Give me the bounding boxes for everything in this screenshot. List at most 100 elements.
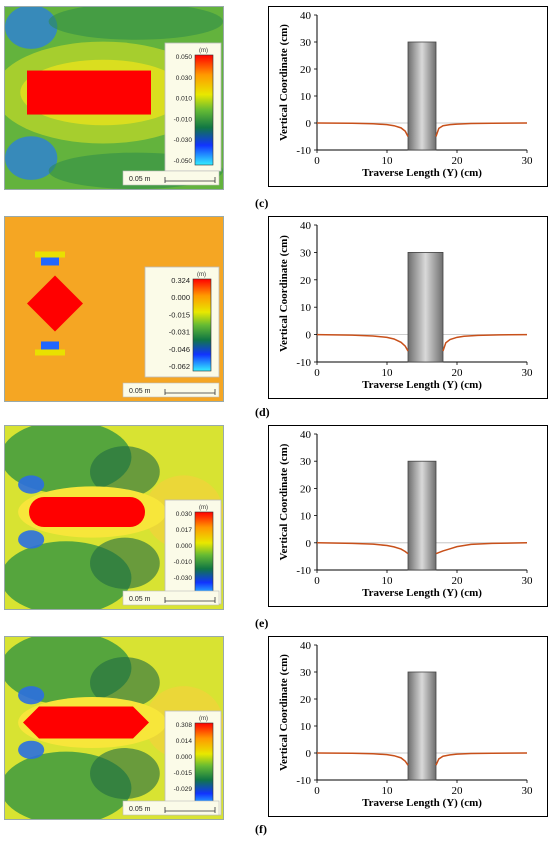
- colorbar-tick-label: 0.324: [171, 276, 190, 285]
- y-tick-label: 40: [300, 640, 312, 652]
- colorbar-tick-label: 0.017: [176, 527, 193, 534]
- scale-bar-label: 0.05 m: [129, 806, 151, 813]
- y-tick-label: 30: [300, 667, 312, 679]
- y-tick-label: 0: [306, 118, 312, 130]
- scale-bar-box: [122, 590, 220, 606]
- pier-bar: [407, 671, 437, 781]
- contour-map: (m)0.3080.0140.000-0.015-0.029-0.0440.05…: [5, 637, 223, 819]
- colorbar-unit: (m): [199, 716, 208, 722]
- colorbar-tick-label: 0.010: [176, 96, 193, 103]
- x-tick-label: 0: [314, 575, 320, 587]
- colorbar-tick-label: 0.000: [176, 543, 193, 550]
- scour-profile-line-left: [316, 333, 409, 352]
- x-tick-label: 30: [522, 785, 534, 797]
- colorbar-tick-label: 0.014: [176, 738, 193, 745]
- y-axis-label: Vertical Coordinate (cm): [278, 654, 290, 771]
- colorbar-tick-label: 0.308: [176, 722, 193, 729]
- y-tick-label: 0: [306, 538, 312, 550]
- colorbar-tick-label: 0.050: [176, 54, 193, 61]
- x-axis-label: Traverse Length (Y) (cm): [362, 797, 482, 809]
- colorbar-tick-label: -0.062: [169, 362, 190, 371]
- pier-shape-rounded: [29, 497, 145, 528]
- y-tick-label: 10: [300, 721, 312, 733]
- y-tick-label: -10: [296, 357, 311, 369]
- scale-bar-label: 0.05 m: [129, 596, 151, 603]
- pier-bar: [407, 252, 444, 363]
- y-tick-label: 0: [306, 330, 312, 342]
- scale-bar-label: 0.05 m: [129, 388, 151, 395]
- x-tick-label: 20: [452, 785, 464, 797]
- scale-bar-box: [122, 800, 220, 816]
- colorbar-tick-label: -0.010: [174, 559, 193, 566]
- colorbar-tick-label: -0.015: [169, 310, 190, 319]
- y-axis-label: Vertical Coordinate (cm): [278, 235, 290, 352]
- x-tick-label: 0: [314, 785, 320, 797]
- x-tick-label: 0: [314, 367, 320, 379]
- x-axis-label: Traverse Length (Y) (cm): [362, 379, 482, 391]
- scale-bar-box: [122, 170, 220, 186]
- x-tick-label: 0: [314, 155, 320, 167]
- x-axis-label: Traverse Length (Y) (cm): [362, 167, 482, 179]
- scour-profile-line-right: [435, 122, 528, 137]
- x-tick-label: 10: [382, 155, 394, 167]
- colorbar-tick-label: -0.050: [174, 158, 193, 165]
- scour-profile-chart: -10 0 10 20 30 40 0 10 20 30 Traverse Length (Y) (…: [268, 216, 548, 399]
- colorbar-tick-label: 0.030: [176, 75, 193, 82]
- colorbar-tick-label: -0.010: [174, 116, 193, 123]
- x-tick-label: 30: [522, 575, 534, 587]
- colorbar-tick-label: -0.031: [169, 328, 190, 337]
- y-tick-label: -10: [296, 775, 311, 787]
- x-tick-label: 20: [452, 367, 464, 379]
- y-tick-label: 20: [300, 64, 312, 76]
- y-tick-label: 20: [300, 694, 312, 706]
- scour-profile-line-right: [442, 333, 528, 352]
- contour-map: (m) 0.324 0.000 -0.015 -0.031 -0.046 -0.062 0.0…: [5, 217, 223, 401]
- x-tick-label: 30: [522, 155, 534, 167]
- scour-profile-chart: -10 0 10 20 30 40 0 10 20 30 Traverse Length (Y) (…: [268, 425, 548, 607]
- x-tick-label: 30: [522, 367, 534, 379]
- scour-profile-chart: -10 0 10 20 30 40 0 10 20 30 Traverse Length (Y) (…: [268, 6, 548, 187]
- colorbar-tick-label: -0.030: [174, 575, 193, 582]
- x-tick-label: 10: [382, 575, 394, 587]
- y-tick-label: 30: [300, 456, 312, 468]
- contour-map-panel: (m)0.3080.0140.000-0.015-0.029-0.0440.05…: [4, 636, 224, 820]
- colorbar-tick-label: 0.000: [171, 293, 190, 302]
- y-tick-label: 20: [300, 275, 312, 287]
- pier-shape-diamond: [27, 275, 83, 332]
- colorbar-unit: (m): [197, 272, 206, 278]
- scour-profile-chart: -10 0 10 20 30 40 0 10 20 30 Traverse Length (Y) (…: [268, 636, 548, 817]
- colorbar: [192, 278, 212, 372]
- y-tick-label: 20: [300, 483, 312, 495]
- panel-label: (c): [255, 196, 269, 210]
- colorbar-unit: (m): [199, 48, 208, 54]
- panel-label: (d): [255, 405, 270, 419]
- pier-shape-hexagon: [23, 706, 149, 739]
- colorbar-tick-label: -0.046: [169, 345, 190, 354]
- pier-bar: [407, 41, 437, 151]
- colorbar: [194, 511, 214, 599]
- colorbar: [194, 54, 214, 166]
- y-tick-label: 10: [300, 511, 312, 523]
- colorbar-tick-label: -0.030: [174, 137, 193, 144]
- panel-label: (f): [255, 822, 267, 836]
- y-tick-label: 10: [300, 302, 312, 314]
- scale-bar-box: [122, 382, 220, 398]
- x-tick-label: 20: [452, 155, 464, 167]
- x-tick-label: 20: [452, 575, 464, 587]
- pier-shape-rectangle: [27, 70, 151, 115]
- contour-map-panel: (m) 0.324 0.000 -0.015 -0.031 -0.046 -0.062 0.0…: [4, 216, 224, 402]
- y-tick-label: 40: [300, 10, 312, 22]
- x-tick-label: 10: [382, 367, 394, 379]
- y-tick-label: 0: [306, 748, 312, 760]
- scour-profile-line-left: [316, 122, 409, 137]
- y-tick-label: 30: [300, 247, 312, 259]
- contour-map-panel: (m)0.0300.0170.000-0.010-0.030-0.0400.05…: [4, 425, 224, 610]
- scour-profile-line-right: [435, 752, 528, 766]
- y-tick-label: 10: [300, 91, 312, 103]
- colorbar-tick-label: 0.030: [176, 511, 193, 518]
- y-axis-label: Vertical Coordinate (cm): [278, 443, 290, 560]
- y-tick-label: 40: [300, 220, 312, 232]
